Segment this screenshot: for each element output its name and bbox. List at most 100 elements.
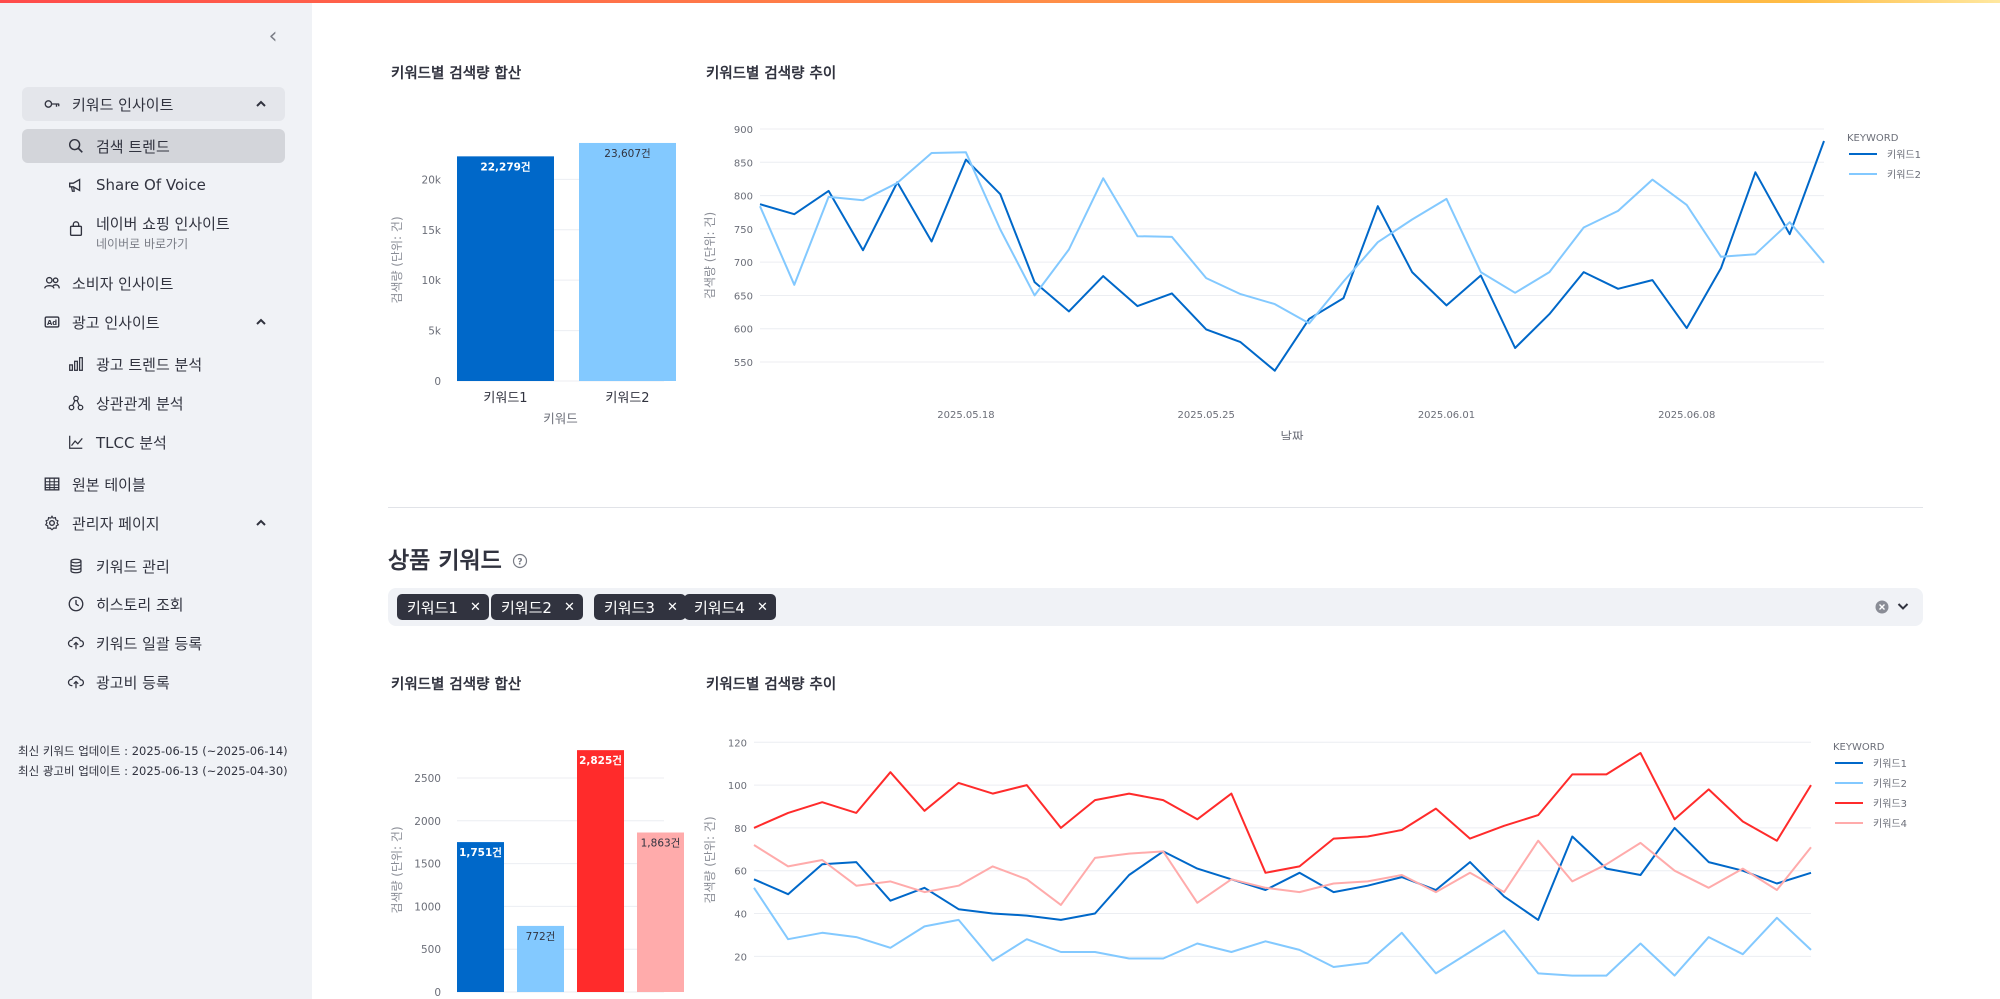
nav-group-ad-insight[interactable]: Ad 광고 인사이트	[22, 305, 285, 339]
gear-icon	[42, 513, 62, 533]
close-icon[interactable]: ✕	[469, 599, 481, 615]
y-tick-label: 0	[434, 376, 441, 388]
keyword-multiselect[interactable]: 키워드1 ✕ 키워드2 ✕ 키워드3 ✕ 키워드4 ✕	[388, 588, 1923, 626]
sidebar-item-search-trend[interactable]: 검색 트렌드	[22, 129, 285, 163]
nav-group-admin[interactable]: 관리자 페이지	[22, 506, 285, 540]
nav-group-label: 관리자 페이지	[72, 514, 160, 533]
close-icon[interactable]: ✕	[563, 599, 575, 615]
keyword-tag-label: 키워드1	[407, 598, 458, 617]
keyword-tag[interactable]: 키워드2 ✕	[491, 594, 583, 620]
y-axis-label: 검색량 (단위: 건)	[390, 216, 404, 303]
nav-group-label: 광고 인사이트	[72, 313, 160, 332]
keyword-tag[interactable]: 키워드4 ✕	[684, 594, 776, 620]
legend-title: KEYWORD	[1847, 133, 1899, 144]
section-heading-text: 상품 키워드	[388, 548, 502, 574]
key-icon	[42, 94, 62, 114]
sidebar-item-label: Share Of Voice	[96, 176, 206, 194]
users-icon	[42, 273, 62, 293]
series-line	[759, 151, 1825, 325]
ad-cost-update-note: 최신 광고비 업데이트 : 2025-06-13 (~2025-04-30)	[18, 764, 288, 778]
cloud-upload-icon	[66, 633, 86, 653]
database-icon	[66, 556, 86, 576]
y-tick-label: 20k	[422, 174, 442, 186]
sidebar-item-bulk-register[interactable]: 키워드 일괄 등록	[22, 626, 285, 660]
keyword-tag[interactable]: 키워드1 ✕	[397, 594, 489, 620]
x-tick-label: 2025.05.25	[1178, 410, 1235, 421]
y-tick-label: 500	[421, 944, 441, 956]
network-icon	[66, 393, 86, 413]
close-icon[interactable]: ✕	[666, 599, 678, 615]
y-tick-label: 1000	[414, 901, 441, 913]
sidebar-item-label: 키워드 일괄 등록	[96, 634, 203, 653]
chevron-up-icon[interactable]	[251, 94, 271, 114]
y-tick-label: 20	[734, 952, 747, 963]
y-tick-label: 120	[728, 738, 747, 749]
bar-value-label: 1,863건	[641, 838, 681, 850]
keyword-update-note: 최신 키워드 업데이트 : 2025-06-15 (~2025-06-14)	[18, 744, 288, 758]
series-line	[753, 752, 1812, 874]
sidebar-item-tlcc[interactable]: TLCC 분석	[22, 425, 285, 459]
top-decoration-bar	[0, 0, 2000, 3]
y-tick-label: 550	[734, 358, 753, 369]
keyword-tag[interactable]: 키워드3 ✕	[594, 594, 686, 620]
nav-group-keyword-insight[interactable]: 키워드 인사이트	[22, 87, 285, 121]
x-tick-label: 2025.06.08	[1658, 410, 1715, 421]
y-tick-label: 700	[734, 258, 753, 269]
legend-entry: 키워드1	[1873, 757, 1907, 770]
y-tick-label: 100	[728, 781, 747, 792]
clock-icon	[66, 594, 86, 614]
line-chart-icon	[66, 432, 86, 452]
sidebar-item-correlation[interactable]: 상관관계 분석	[22, 386, 285, 420]
nav-group-label: 원본 테이블	[72, 475, 146, 494]
legend-entry: 키워드4	[1873, 817, 1907, 830]
keyword-tag-label: 키워드2	[501, 598, 552, 617]
bar-chart-title: 키워드별 검색량 합산	[391, 66, 522, 82]
sidebar-item-keyword-manage[interactable]: 키워드 관리	[22, 549, 285, 583]
legend-entry: 키워드1	[1887, 148, 1921, 161]
sidebar-item-naver-shopping[interactable]: 네이버 쇼핑 인사이트 네이버로 바로가기	[22, 209, 285, 255]
table-icon	[42, 474, 62, 494]
bar	[577, 750, 624, 992]
legend-entry: 키워드2	[1887, 168, 1921, 181]
sidebar-item-ad-cost-register[interactable]: 광고비 등록	[22, 665, 285, 699]
y-tick-label: 10k	[422, 275, 442, 287]
chevron-up-icon[interactable]	[251, 312, 271, 332]
sidebar-item-label: 네이버 쇼핑 인사이트	[96, 215, 230, 233]
legend-entry: 키워드2	[1873, 777, 1907, 790]
y-tick-label: 5k	[428, 326, 442, 338]
y-tick-label: 40	[734, 910, 747, 921]
y-tick-label: 850	[734, 158, 753, 169]
bar	[579, 142, 676, 381]
help-icon[interactable]: ?	[512, 553, 528, 569]
y-axis-label: 검색량 (단위: 건)	[703, 816, 717, 903]
sidebar-item-ad-trend[interactable]: 광고 트렌드 분석	[22, 347, 285, 381]
clear-all-icon[interactable]	[1875, 600, 1889, 614]
bar-chart-title: 키워드별 검색량 합산	[391, 677, 522, 693]
shopping-bag-icon	[66, 219, 86, 239]
nav-group-consumer-insight[interactable]: 소비자 인사이트	[22, 266, 285, 300]
nav-group-raw-table[interactable]: 원본 테이블	[22, 467, 285, 501]
bar-chart-icon	[66, 354, 86, 374]
series-line	[759, 140, 1825, 372]
bar-value-label: 1,751건	[459, 846, 502, 859]
bar-value-label: 772건	[526, 931, 556, 943]
close-icon[interactable]: ✕	[756, 599, 768, 615]
naver-shortcut-link[interactable]: 네이버로 바로가기	[96, 237, 189, 251]
bar-value-label: 23,607건	[604, 148, 650, 160]
y-tick-label: 2500	[414, 773, 441, 785]
y-tick-label: 80	[734, 824, 747, 835]
sidebar-item-history[interactable]: 히스토리 조회	[22, 587, 285, 621]
line-chart-title: 키워드별 검색량 추이	[706, 677, 837, 693]
x-tick-label: 키워드2	[605, 391, 649, 406]
chevron-left-icon[interactable]: ‹	[268, 24, 278, 49]
svg-text:?: ?	[517, 557, 522, 567]
x-tick-label: 2025.06.01	[1418, 410, 1475, 421]
y-tick-label: 750	[734, 225, 753, 236]
chevron-up-icon[interactable]	[251, 513, 271, 533]
bar-value-label: 2,825건	[579, 754, 622, 767]
x-axis-label: 키워드	[543, 411, 578, 426]
sidebar-item-share-of-voice[interactable]: Share Of Voice	[22, 168, 285, 202]
bar	[637, 832, 684, 992]
y-tick-label: 2000	[414, 816, 441, 828]
chevron-down-icon[interactable]	[1895, 598, 1911, 614]
